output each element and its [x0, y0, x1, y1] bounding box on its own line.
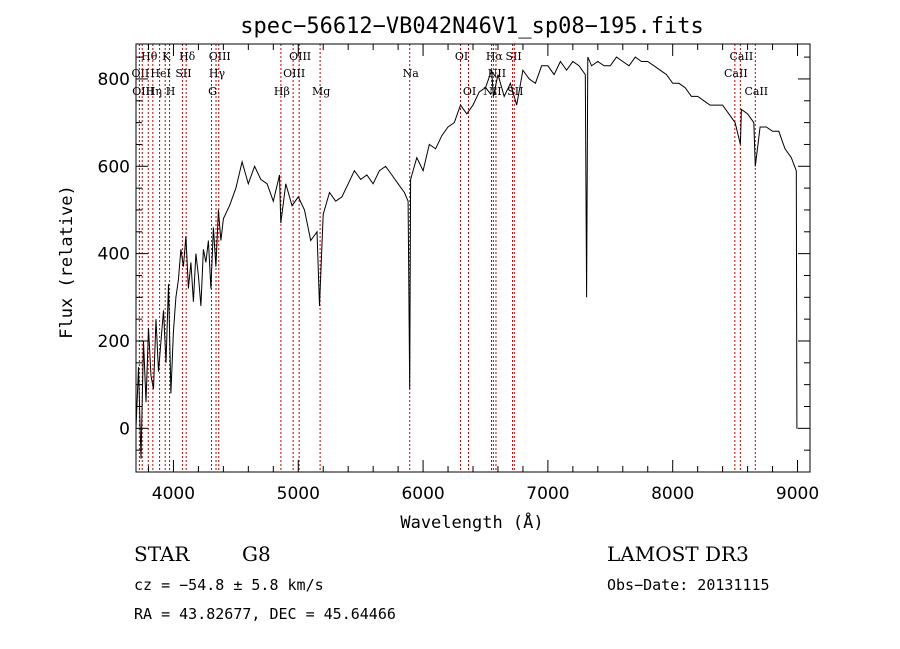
chart-title: spec−56612−VB042N46V1_sp08−195.fits — [240, 14, 704, 39]
spectral-line-label: Hγ — [209, 67, 226, 80]
object-class: STAR — [134, 542, 190, 566]
spectral-line-label: CaII — [744, 85, 768, 98]
spectral-line-label: Hα — [486, 50, 504, 63]
spectral-line-label: OII — [132, 67, 150, 80]
spectral-line-label: H — [166, 85, 176, 98]
sky-coordinates: RA = 43.82677, DEC = 45.64466 — [134, 605, 396, 623]
spectrum-series — [135, 56, 798, 459]
spectral-line-label: Na — [403, 67, 420, 80]
spectral-line-label: HeI — [150, 67, 170, 80]
x-tick-label: 5000 — [277, 484, 320, 504]
x-tick-label: 9000 — [776, 484, 819, 504]
x-tick-label: 6000 — [401, 484, 444, 504]
spectral-line-label: G — [208, 85, 217, 98]
spectral-line-label: SII — [505, 50, 521, 63]
spectral-line-label: Hδ — [179, 50, 196, 63]
spectral-subclass: G8 — [242, 542, 271, 566]
spectrum-line — [135, 56, 798, 459]
spectral-line-label: CaII — [730, 50, 754, 63]
spectral-line-label: Hβ — [274, 85, 290, 98]
spectral-line-label: OI — [455, 50, 468, 63]
spectral-line-label: K — [162, 50, 171, 63]
spectral-line-label: SII — [175, 67, 191, 80]
axes: 4000 5000 6000 7000 8000 9000 0 200 400 600 800 — [98, 44, 819, 504]
spectral-line-label: SII — [507, 85, 523, 98]
spectral-line-label: Hθ — [141, 50, 158, 63]
spectral-line-label: OI — [463, 85, 476, 98]
y-tick-label: 600 — [98, 157, 130, 177]
spectral-line-label: OIII — [132, 85, 154, 98]
plot-frame — [135, 43, 811, 473]
spectral-line-label: Mg — [312, 85, 330, 98]
spectral-line-label: OIII — [289, 50, 311, 63]
radial-velocity: cz = −54.8 ± 5.8 km/s — [134, 576, 324, 594]
spectral-line-label: CaII — [724, 67, 748, 80]
y-tick-label: 200 — [98, 332, 130, 352]
spectral-line-label: NII — [483, 85, 501, 98]
spectral-line-label: OIII — [283, 67, 305, 80]
observation-date: Obs−Date: 20131115 — [607, 576, 770, 594]
y-tick-label: 800 — [98, 70, 130, 90]
x-tick-label: 7000 — [526, 484, 569, 504]
spectral-line-label: OIII — [209, 50, 231, 63]
y-tick-label: 400 — [98, 245, 130, 265]
survey-name: LAMOST DR3 — [607, 542, 749, 566]
spectral-line-label: Hη — [146, 85, 162, 98]
x-tick-label: 4000 — [152, 484, 195, 504]
y-axis-label: Flux (relative) — [57, 185, 77, 339]
y-tick-label: 0 — [119, 419, 130, 439]
x-tick-label: 8000 — [651, 484, 694, 504]
x-axis-label: Wavelength (Å) — [400, 511, 543, 533]
